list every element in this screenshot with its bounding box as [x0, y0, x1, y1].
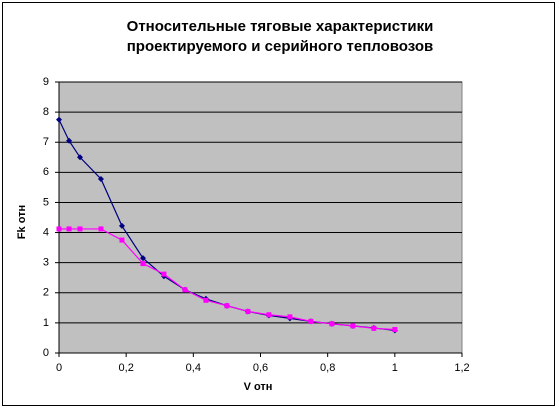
point: [66, 226, 72, 232]
point: [140, 261, 146, 267]
point: [76, 154, 83, 161]
series-line: [59, 228, 395, 331]
point: [139, 255, 146, 262]
point: [97, 175, 104, 182]
x-tick-label: 0,2: [119, 362, 134, 374]
x-tick-label: 1,2: [454, 362, 469, 374]
y-tick-label: 8: [43, 106, 49, 118]
point: [119, 237, 125, 243]
point: [98, 226, 104, 232]
point: [56, 226, 62, 232]
point: [266, 312, 272, 318]
x-tick-label: 0,4: [186, 362, 201, 374]
point: [77, 226, 83, 232]
x-axis-label: V отн: [244, 381, 273, 393]
chart-title: проектируемого и серийного тепловозов: [127, 38, 433, 55]
y-tick-label: 6: [43, 166, 49, 178]
point: [224, 303, 230, 309]
point: [203, 297, 209, 303]
point: [245, 308, 251, 314]
point: [161, 271, 167, 277]
point: [308, 318, 314, 324]
y-tick-label: 9: [43, 76, 49, 88]
point: [350, 323, 356, 329]
point: [371, 325, 377, 331]
y-axis-label: Fk отн: [16, 205, 28, 239]
point: [329, 321, 335, 327]
x-tick-label: 1: [392, 362, 398, 374]
y-tick-label: 4: [43, 226, 49, 238]
chart-title: Относительные тяговые характеристики: [127, 18, 434, 35]
point: [182, 287, 188, 293]
point: [118, 222, 125, 229]
y-tick-label: 1: [43, 317, 49, 329]
point: [287, 314, 293, 320]
point: [56, 116, 62, 123]
x-tick-label: 0,8: [320, 362, 335, 374]
y-tick-label: 2: [43, 287, 49, 299]
point: [66, 137, 73, 144]
y-tick-label: 3: [43, 257, 49, 269]
point: [392, 327, 398, 333]
y-tick-label: 7: [43, 136, 49, 148]
plot-area: [58, 81, 463, 354]
x-tick-label: 0,6: [253, 362, 268, 374]
x-tick-label: 0: [56, 362, 62, 374]
y-tick-label: 5: [43, 196, 49, 208]
y-tick-label: 0: [43, 347, 49, 359]
